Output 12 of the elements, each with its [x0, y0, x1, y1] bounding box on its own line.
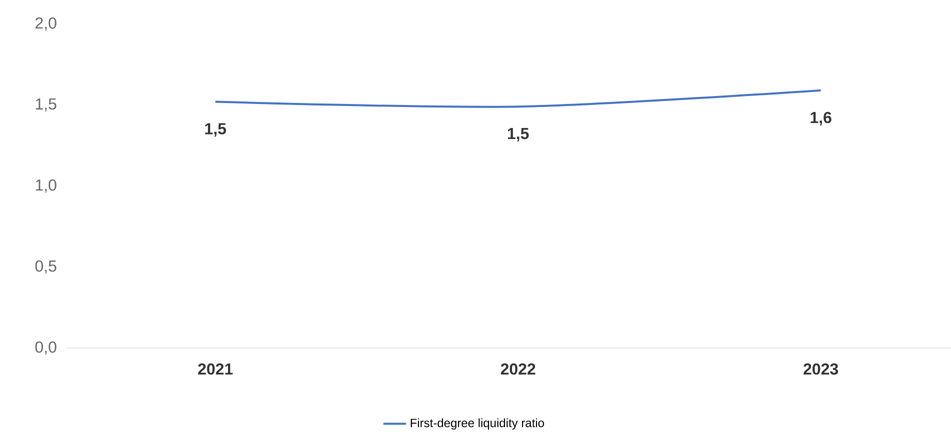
y-tick-label: 1,5: [36, 98, 56, 112]
y-tick-label: 2,0: [36, 17, 56, 31]
y-tick-label: 1,0: [36, 179, 56, 193]
legend-label: First-degree liquidity ratio: [410, 418, 544, 430]
x-tick-label: 2023: [804, 363, 838, 375]
data-label: 1,6: [810, 112, 832, 126]
data-label: 1,5: [508, 128, 529, 142]
x-tick-label: 2022: [500, 363, 536, 375]
x-tick-label: 2021: [198, 363, 233, 375]
data-label: 1,5: [205, 123, 226, 137]
y-tick-label: 0,5: [35, 260, 56, 274]
y-tick-label: 0,0: [35, 341, 56, 355]
